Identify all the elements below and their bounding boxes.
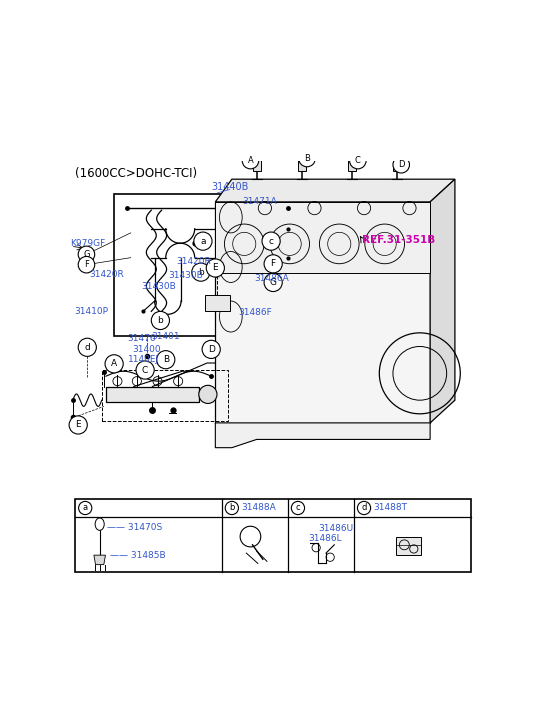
Text: —— 31485B: —— 31485B [110,550,166,560]
Circle shape [151,311,169,329]
Bar [106,387,199,402]
Text: 31420R: 31420R [90,270,124,278]
Circle shape [78,257,95,273]
Text: K979GF: K979GF [70,238,105,248]
Bar [102,370,228,421]
Text: d: d [361,504,367,513]
Circle shape [69,416,87,434]
Text: B: B [304,154,310,163]
Bar [215,202,430,273]
Text: c: c [269,237,273,246]
Bar [114,193,321,336]
Text: 31486A: 31486A [255,274,289,283]
Text: 31488A: 31488A [241,504,276,513]
Circle shape [225,502,238,515]
Text: B: B [163,356,169,364]
Text: 1140EJ: 1140EJ [128,356,159,364]
Text: E: E [75,420,81,430]
Circle shape [78,502,92,515]
Circle shape [206,259,224,277]
Bar [75,499,471,571]
Circle shape [202,340,220,358]
Text: 31420R: 31420R [176,257,211,266]
Circle shape [350,153,366,169]
Text: —— 31470S: —— 31470S [107,523,163,532]
Text: (1600CC>DOHC-TCI): (1600CC>DOHC-TCI) [75,167,197,180]
Bar [393,156,401,171]
Polygon shape [215,179,455,202]
Polygon shape [215,202,430,423]
Circle shape [78,246,95,262]
Text: 31488T: 31488T [374,504,408,513]
Text: D: D [208,345,215,354]
Circle shape [157,350,175,369]
Polygon shape [215,423,430,448]
Text: c: c [296,504,300,513]
Text: A: A [247,156,253,165]
Circle shape [242,153,259,169]
Bar [298,156,306,171]
Text: 31486L: 31486L [308,534,342,543]
Circle shape [292,502,304,515]
Text: G: G [270,278,277,287]
Text: b: b [158,316,163,325]
Polygon shape [94,555,106,565]
Text: a: a [200,237,206,246]
Circle shape [194,232,212,250]
Circle shape [105,355,123,373]
Text: b: b [198,268,204,277]
Circle shape [393,156,409,173]
Text: F: F [271,260,276,268]
Circle shape [299,150,316,166]
Circle shape [264,273,282,292]
Circle shape [199,385,217,403]
Bar [348,156,356,171]
Text: 31430B: 31430B [141,282,176,291]
Text: d: d [84,343,90,352]
Circle shape [264,254,282,273]
Circle shape [136,361,154,379]
Bar [396,537,421,555]
Text: 31440B: 31440B [211,182,248,193]
Text: 31471A: 31471A [242,196,277,206]
Text: G: G [83,250,90,259]
Circle shape [358,502,370,515]
Text: 31401: 31401 [151,332,180,342]
Circle shape [78,338,96,356]
Text: 31430B: 31430B [168,270,203,279]
Text: 31476: 31476 [128,334,156,342]
Text: 31486F: 31486F [238,308,272,317]
Text: 31400: 31400 [132,345,160,354]
Text: REF.31-351B: REF.31-351B [362,235,435,245]
Text: a: a [83,504,88,513]
Text: C: C [355,156,361,165]
Text: 31410P: 31410P [74,307,108,316]
Text: E: E [213,263,218,273]
Text: D: D [398,160,405,169]
Bar [205,295,230,311]
Text: F: F [84,260,89,269]
Polygon shape [430,179,455,423]
Circle shape [262,232,280,250]
Text: b: b [229,504,235,513]
Text: A: A [111,359,117,369]
Circle shape [192,263,210,281]
Text: C: C [142,366,148,374]
Text: 31486U: 31486U [319,523,354,533]
Bar [253,156,261,171]
